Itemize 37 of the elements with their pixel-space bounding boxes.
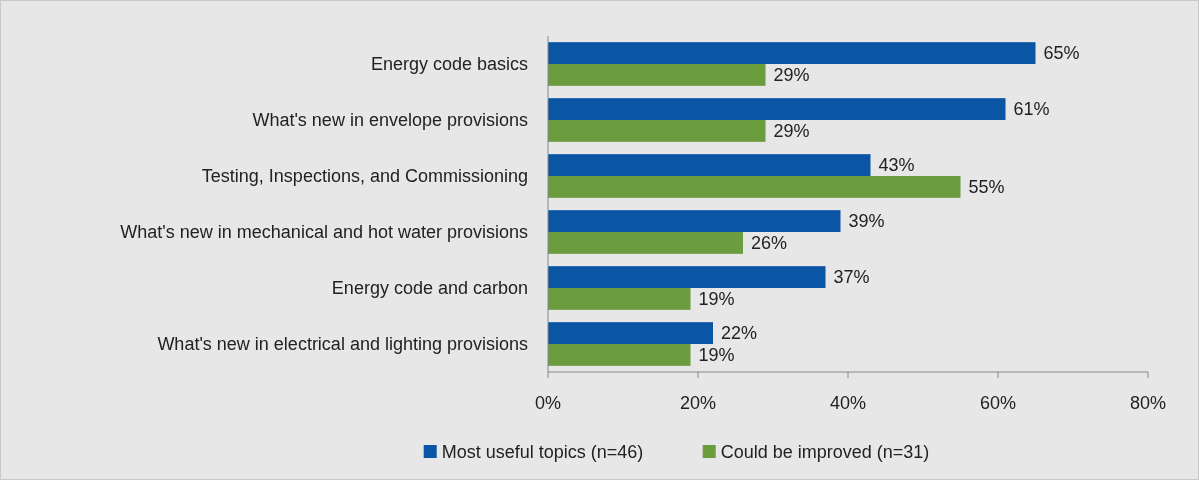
y-tick-label: What's new in envelope provisions [252,110,528,131]
bar [548,344,691,366]
bar [548,288,691,310]
legend-label: Could be improved (n=31) [720,442,930,463]
bar [548,120,766,142]
data-label: 19% [698,345,735,366]
bar [548,64,766,86]
bar [548,176,961,198]
x-tick-label: 20% [679,393,717,413]
x-tick-label: 80% [1129,393,1167,413]
y-tick-label: Energy code basics [370,54,528,75]
data-label: 26% [751,233,788,254]
bar [548,154,871,176]
bar [548,322,713,344]
legend-label: Most useful topics (n=46) [441,442,644,463]
data-label: 55% [968,177,1005,198]
data-label: 29% [773,121,810,142]
bar [548,232,743,254]
y-tick-label: What's new in mechanical and hot water provisions [120,222,528,243]
y-tick-label: What's new in electrical and lighting provisions [157,334,528,355]
data-label: 65% [1043,43,1080,64]
x-tick-label: 40% [829,393,867,413]
y-tick-label: Testing, Inspections, and Commissioning [201,166,528,187]
bar [548,210,841,232]
data-label: 29% [773,65,810,86]
data-label: 19% [698,289,735,310]
x-tick-label: 0% [534,393,562,413]
data-label: 39% [848,211,885,232]
bar [548,42,1036,64]
bar [548,266,826,288]
data-label: 37% [833,267,870,288]
x-tick-label: 60% [979,393,1017,413]
data-label: 61% [1013,99,1050,120]
data-label: 43% [878,155,915,176]
y-tick-label: Energy code and carbon [331,278,528,299]
bar [548,98,1006,120]
data-label: 22% [721,323,758,344]
